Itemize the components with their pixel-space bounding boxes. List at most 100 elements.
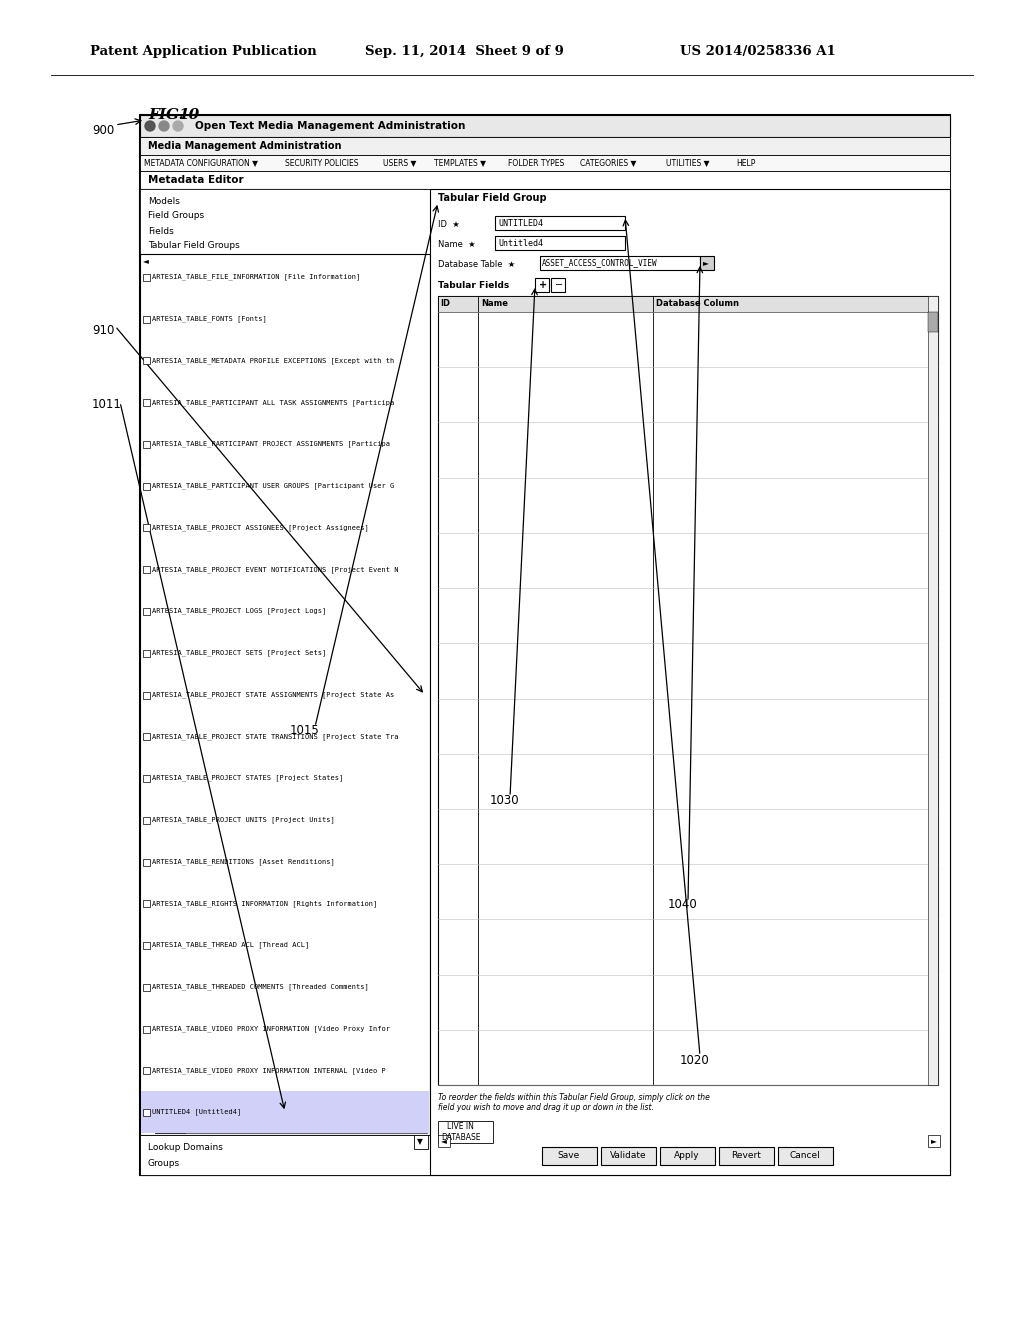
Bar (143, 358, 150, 364)
Circle shape (145, 121, 155, 131)
Text: Database Column: Database Column (656, 300, 739, 309)
Text: Field Groups: Field Groups (148, 211, 204, 220)
Text: Patent Application Publication: Patent Application Publication (90, 45, 316, 58)
Text: FOLDER TYPES: FOLDER TYPES (508, 158, 564, 168)
Bar (551, 279, 565, 292)
Text: ID: ID (440, 300, 450, 309)
Bar (143, 566, 150, 573)
Text: ARTESIA_TABLE_VIDEO PROXY INFORMATION [Video Proxy Infor: ARTESIA_TABLE_VIDEO PROXY INFORMATION [V… (152, 1026, 390, 1032)
Text: Sep. 11, 2014  Sheet 9 of 9: Sep. 11, 2014 Sheet 9 of 9 (365, 45, 564, 58)
Text: CATEGORIES ▼: CATEGORIES ▼ (580, 158, 636, 168)
Text: ARTESIA_TABLE_METADATA PROFILE EXCEPTIONS [Except with th: ARTESIA_TABLE_METADATA PROFILE EXCEPTION… (152, 356, 394, 364)
Text: UNTITLED4 [Untitled4]: UNTITLED4 [Untitled4] (152, 1109, 242, 1115)
Bar (438, 1135, 450, 1147)
Bar (414, 1135, 428, 1148)
Text: ▼: ▼ (417, 1138, 423, 1147)
Bar (140, 137, 950, 154)
Text: 1040: 1040 (668, 899, 697, 912)
Bar (140, 253, 154, 268)
Text: ARTESIA_TABLE_PROJECT STATE ASSIGNMENTS [Project State As: ARTESIA_TABLE_PROJECT STATE ASSIGNMENTS … (152, 692, 394, 698)
Text: ARTESIA_TABLE_THREADED COMMENTS [Threaded Comments]: ARTESIA_TABLE_THREADED COMMENTS [Threade… (152, 983, 369, 990)
Text: Name: Name (481, 300, 508, 309)
Bar (143, 1109, 150, 1117)
Bar (430, 189, 950, 1175)
Bar (140, 154, 950, 172)
Bar (719, 1147, 774, 1166)
Text: ARTESIA_TABLE_PARTICIPANT USER GROUPS [Participant User G: ARTESIA_TABLE_PARTICIPANT USER GROUPS [P… (152, 482, 394, 490)
Bar (140, 172, 950, 189)
Text: Cancel: Cancel (790, 1151, 820, 1160)
Bar (143, 483, 150, 490)
Bar (143, 900, 150, 907)
Bar (928, 296, 938, 1085)
Text: SECURITY POLICIES: SECURITY POLICIES (285, 158, 358, 168)
Text: ID  ★: ID ★ (438, 219, 460, 228)
Bar (700, 256, 714, 271)
Text: ARTESIA_TABLE_PROJECT STATE TRANSITIONS [Project State Tra: ARTESIA_TABLE_PROJECT STATE TRANSITIONS … (152, 733, 398, 739)
Circle shape (173, 121, 183, 131)
Text: ARTESIA_TABLE_FONTS [Fonts]: ARTESIA_TABLE_FONTS [Fonts] (152, 315, 266, 322)
Text: ASSET_ACCESS_CONTROL_VIEW: ASSET_ACCESS_CONTROL_VIEW (542, 259, 657, 268)
Text: ARTESIA_TABLE_FILE_INFORMATION [File Information]: ARTESIA_TABLE_FILE_INFORMATION [File Inf… (152, 273, 360, 280)
Text: Untitled4: Untitled4 (498, 239, 543, 248)
Text: Tabular Field Group: Tabular Field Group (438, 193, 547, 203)
Bar (143, 692, 150, 698)
Text: 1015: 1015 (290, 723, 319, 737)
Text: ARTESIA_TABLE_PARTICIPANT PROJECT ASSIGNMENTS [Participa: ARTESIA_TABLE_PARTICIPANT PROJECT ASSIGN… (152, 441, 390, 447)
Bar (660, 1147, 715, 1166)
Bar (143, 524, 150, 532)
Bar (140, 115, 950, 1175)
Text: Revert: Revert (731, 1151, 761, 1160)
Text: To reorder the fields within this Tabular Field Group, simply click on the
field: To reorder the fields within this Tabula… (438, 1093, 710, 1113)
Text: USERS ▼: USERS ▼ (383, 158, 417, 168)
Bar (495, 216, 625, 230)
Text: Models: Models (148, 197, 180, 206)
Text: Media Management Administration: Media Management Administration (148, 141, 341, 150)
Text: LIVE IN
DATABASE: LIVE IN DATABASE (441, 1122, 480, 1142)
Bar (141, 1092, 429, 1133)
Text: ◄: ◄ (143, 256, 148, 265)
Bar (438, 1121, 493, 1143)
Text: ►: ► (703, 259, 709, 268)
Bar (143, 315, 150, 322)
Bar (495, 236, 625, 249)
Text: HELP: HELP (736, 158, 756, 168)
Bar (143, 858, 150, 866)
Text: Save: Save (558, 1151, 581, 1160)
Text: Apply: Apply (674, 1151, 699, 1160)
Text: Metadata Editor: Metadata Editor (148, 176, 244, 185)
Text: 900: 900 (92, 124, 115, 136)
Bar (143, 1026, 150, 1032)
Bar (143, 983, 150, 991)
Bar (143, 441, 150, 447)
Text: Lookup Domains: Lookup Domains (148, 1143, 223, 1151)
Text: UNTITLED4: UNTITLED4 (498, 219, 543, 227)
Bar (143, 734, 150, 741)
Text: Database Table  ★: Database Table ★ (438, 260, 515, 268)
Text: ARTESIA_TABLE_PROJECT UNITS [Project Units]: ARTESIA_TABLE_PROJECT UNITS [Project Uni… (152, 816, 335, 824)
Bar (155, 1125, 427, 1133)
Text: METADATA CONFIGURATION ▼: METADATA CONFIGURATION ▼ (144, 158, 258, 168)
Text: ARTESIA_TABLE_VIDEO PROXY INFORMATION INTERNAL [Video P: ARTESIA_TABLE_VIDEO PROXY INFORMATION IN… (152, 1067, 386, 1073)
Text: Groups: Groups (148, 1159, 180, 1167)
Text: +: + (539, 280, 547, 290)
Bar (540, 256, 700, 271)
Bar (535, 279, 549, 292)
Bar (143, 942, 150, 949)
Text: FIG.: FIG. (148, 108, 183, 121)
Bar (143, 273, 150, 281)
Circle shape (159, 121, 169, 131)
Bar (778, 1147, 833, 1166)
Text: 1020: 1020 (680, 1053, 710, 1067)
Text: US 2014/0258336 A1: US 2014/0258336 A1 (680, 45, 836, 58)
Text: −: − (555, 280, 563, 290)
Text: Tabular Fields: Tabular Fields (438, 281, 509, 290)
Text: TEMPLATES ▼: TEMPLATES ▼ (434, 158, 486, 168)
Text: Name  ★: Name ★ (438, 239, 475, 248)
Text: 1030: 1030 (490, 793, 519, 807)
Text: ►: ► (931, 1137, 937, 1146)
Text: UTILITIES ▼: UTILITIES ▼ (666, 158, 710, 168)
Text: 910: 910 (92, 323, 115, 337)
Text: ARTESIA_TABLE_RIGHTS INFORMATION [Rights Information]: ARTESIA_TABLE_RIGHTS INFORMATION [Rights… (152, 900, 377, 907)
Bar (155, 1125, 185, 1133)
